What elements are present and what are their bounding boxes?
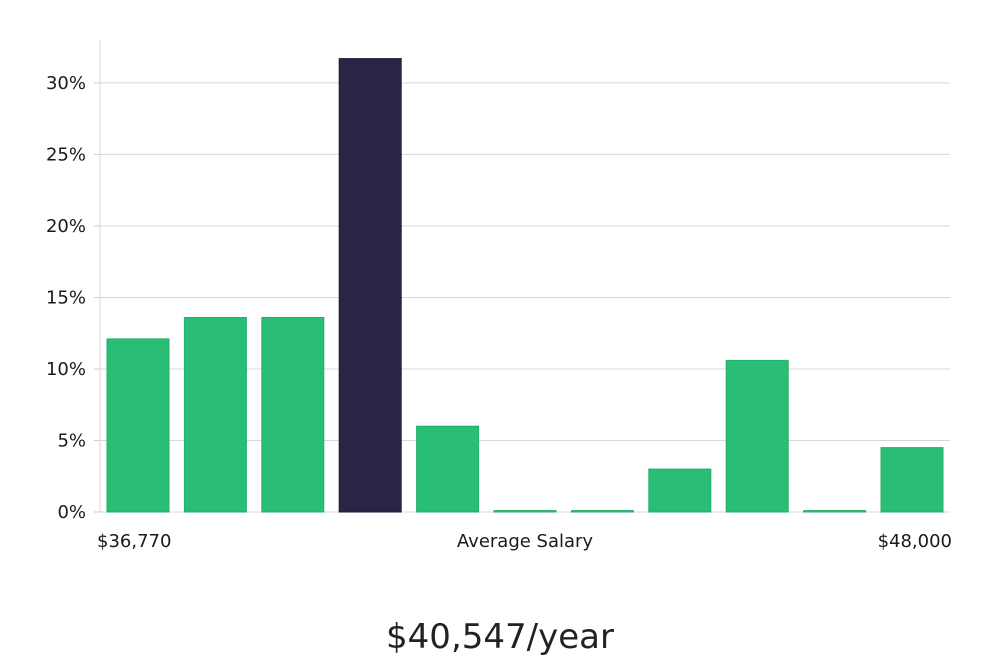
bar [648, 468, 712, 513]
bar [880, 447, 944, 513]
y-axis-ticks: 0% 5% 10% 15% 20% 25% 30% [46, 73, 100, 523]
bar-highlighted [338, 58, 402, 513]
bar [493, 510, 557, 513]
y-tick-label: 0% [57, 502, 86, 523]
y-tick-label: 20% [46, 216, 86, 237]
x-max-label: $48,000 [878, 531, 952, 552]
y-tick-label: 5% [57, 430, 86, 451]
bar [570, 510, 634, 513]
y-tick-label: 30% [46, 73, 86, 94]
y-tick-label: 15% [46, 287, 86, 308]
average-salary-value: $40,547/year [386, 617, 614, 657]
x-axis-title: Average Salary [457, 531, 594, 552]
bar [106, 338, 170, 513]
bar [803, 510, 867, 513]
bar [261, 317, 325, 513]
bar [183, 317, 247, 513]
x-min-label: $36,770 [97, 531, 171, 552]
y-tick-label: 25% [46, 144, 86, 165]
bars [106, 58, 944, 513]
bar [416, 425, 480, 513]
bar [725, 359, 789, 513]
y-tick-label: 10% [46, 359, 86, 380]
